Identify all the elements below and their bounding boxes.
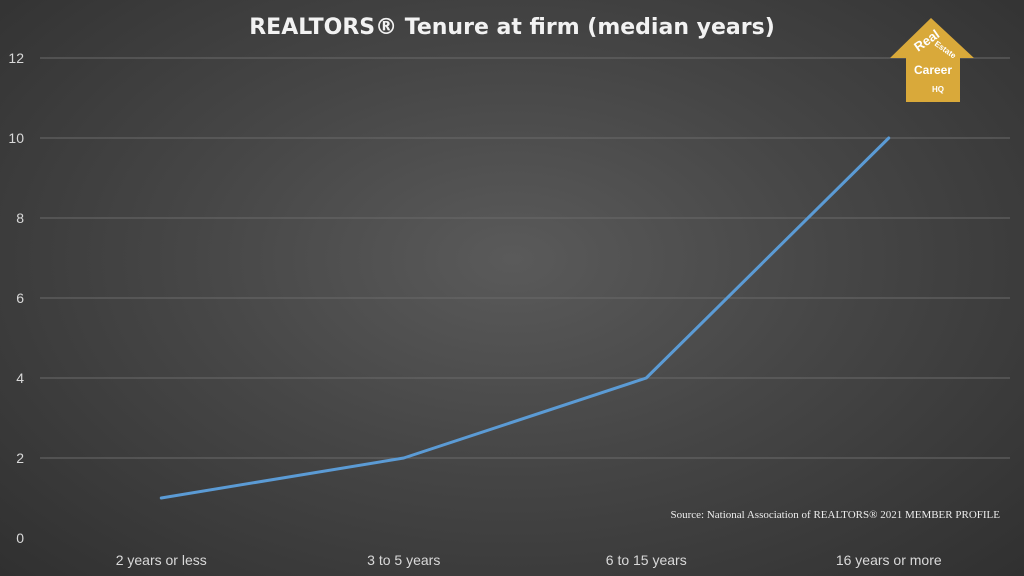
logo-word-career: Career — [914, 63, 952, 77]
x-tick-label: 16 years or more — [836, 552, 942, 568]
x-tick-label: 3 to 5 years — [367, 552, 440, 568]
house-logo-icon — [890, 18, 974, 102]
series-group — [159, 136, 891, 500]
x-axis-ticks: 2 years or less 3 to 5 years 6 to 15 years… — [116, 552, 942, 568]
real-estate-career-hq-logo: Real Estate Career HQ — [890, 18, 974, 102]
series-line — [159, 136, 891, 500]
x-tick-label: 6 to 15 years — [606, 552, 687, 568]
y-tick-label: 10 — [8, 130, 24, 146]
y-tick-label: 8 — [16, 210, 24, 226]
y-tick-label: 6 — [16, 290, 24, 306]
logo-word-hq: HQ — [932, 85, 944, 94]
chart-title: REALTORS® Tenure at firm (median years) — [249, 15, 775, 40]
source-note: Source: National Association of REALTORS… — [670, 509, 1000, 521]
y-tick-label: 12 — [8, 50, 24, 66]
gridlines — [40, 57, 1010, 459]
y-tick-label: 0 — [16, 530, 24, 546]
y-axis-ticks: 0 2 4 6 8 10 12 — [8, 50, 24, 546]
y-tick-label: 2 — [16, 450, 24, 466]
x-tick-label: 2 years or less — [116, 552, 207, 568]
y-tick-label: 4 — [16, 370, 24, 386]
